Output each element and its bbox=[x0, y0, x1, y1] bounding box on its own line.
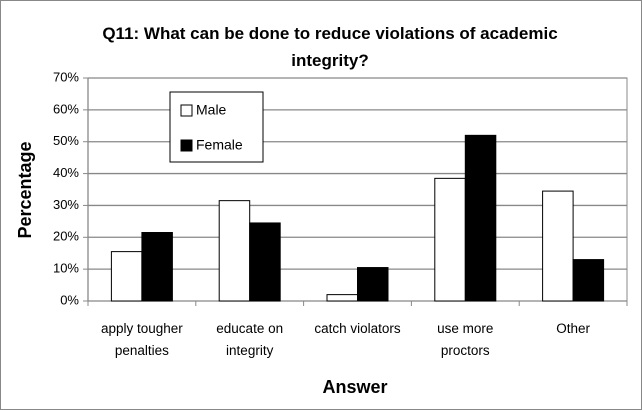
bar bbox=[434, 177, 466, 302]
y-tick-label: 0% bbox=[60, 292, 79, 307]
x-axis-label: Answer bbox=[322, 377, 387, 397]
legend-swatch bbox=[180, 139, 193, 152]
y-tick-label: 40% bbox=[53, 165, 79, 180]
legend-label: Female bbox=[196, 137, 243, 153]
x-tick-label: educate on integrity bbox=[216, 321, 284, 358]
bar bbox=[218, 200, 251, 302]
y-tick-label: 30% bbox=[53, 197, 79, 212]
x-tick-label: use more proctors bbox=[437, 321, 494, 358]
bar bbox=[326, 294, 358, 302]
x-tick-label: Other bbox=[556, 321, 590, 336]
legend-swatch bbox=[180, 104, 193, 117]
legend-label: Male bbox=[196, 102, 227, 118]
chart-title: Q11: What can be done to reduce violatio… bbox=[102, 24, 558, 70]
y-tick-label: 10% bbox=[53, 261, 79, 276]
x-tick-label: apply tougher penalties bbox=[100, 321, 183, 358]
bar bbox=[542, 190, 574, 302]
bar bbox=[572, 259, 605, 302]
y-axis-label: Percentage bbox=[15, 141, 35, 238]
y-tick-label: 70% bbox=[53, 69, 79, 84]
y-tick-label: 60% bbox=[53, 101, 79, 116]
bar bbox=[141, 232, 173, 302]
x-tick-label: catch violators bbox=[314, 321, 401, 336]
y-tick-label: 20% bbox=[53, 229, 79, 244]
bar bbox=[464, 134, 497, 302]
y-tick-label: 50% bbox=[53, 133, 79, 148]
bar bbox=[249, 222, 281, 302]
bar bbox=[357, 267, 389, 302]
bar bbox=[110, 251, 143, 302]
